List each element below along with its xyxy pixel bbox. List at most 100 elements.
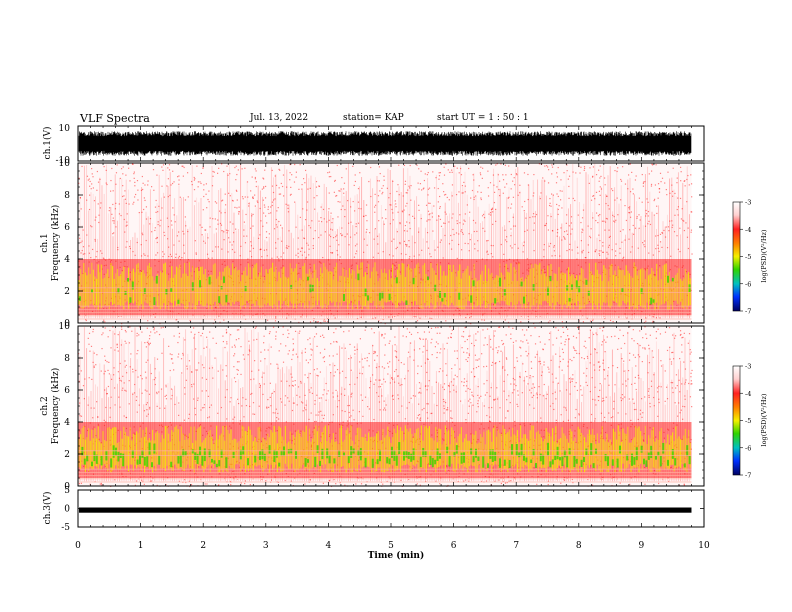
- spectrogram-speckle: [149, 408, 151, 410]
- spectrogram-speckle: [213, 171, 215, 173]
- spectrogram-speckle: [486, 251, 488, 253]
- spectrogram-speckle: [217, 412, 219, 414]
- spectrogram-speckle: [625, 219, 628, 222]
- spectrogram-speckle: [194, 178, 196, 180]
- spectrogram-speckle: [222, 369, 224, 371]
- spectrogram-speckle: [158, 333, 161, 336]
- spectrogram-speckle: [235, 228, 237, 230]
- spectrogram-speckle: [238, 206, 240, 208]
- spectrogram-speckle: [180, 358, 183, 360]
- spectrogram-speckle: [510, 333, 512, 335]
- spectrogram-speckle: [639, 409, 642, 411]
- spectrogram-speckle: [80, 208, 82, 210]
- spectrogram-speckle: [295, 171, 298, 173]
- spectrogram-speckle: [533, 229, 535, 231]
- spectrogram-speckle: [350, 206, 352, 208]
- spectrogram-speckle: [391, 377, 393, 379]
- spectrogram-speckle: [389, 361, 391, 363]
- spectrogram-speckle: [406, 407, 408, 409]
- spectrogram-speckle: [431, 212, 433, 214]
- spectrogram-speckle: [599, 389, 601, 391]
- spectrogram-speckle: [526, 339, 528, 341]
- spectrogram-speckle: [493, 191, 496, 193]
- spectrogram-speckle: [548, 371, 550, 373]
- spectrogram-speckle: [556, 232, 559, 234]
- spectrogram-speckle: [601, 220, 604, 222]
- spectrogram-speckle: [265, 480, 267, 482]
- spectrogram-speckle: [685, 222, 687, 224]
- spectrogram-speckle: [495, 220, 497, 222]
- spectrogram-speckle: [422, 338, 424, 340]
- spectrogram-speckle: [621, 357, 623, 360]
- spectrogram-speckle: [599, 327, 601, 329]
- spectrogram-speckle: [388, 316, 390, 318]
- spectrogram-speckle: [263, 342, 265, 344]
- spectrogram-speckle: [382, 318, 384, 321]
- spectrogram-speckle: [408, 185, 410, 187]
- spectrogram-speckle: [278, 418, 280, 420]
- spectrogram-speckle: [243, 416, 245, 418]
- spectrogram-speckle: [448, 243, 451, 245]
- spectrogram-speckle: [464, 213, 466, 215]
- spectrogram-speckle: [144, 199, 146, 202]
- spectrogram-speckle: [162, 326, 164, 329]
- spectrogram-speckle: [644, 225, 647, 227]
- spectrogram-speckle: [680, 218, 683, 220]
- spectrogram-speckle: [629, 212, 631, 214]
- spectrogram-speckle: [606, 336, 608, 338]
- spectrogram-speckle: [551, 166, 554, 168]
- spectrogram-speckle: [603, 220, 605, 222]
- spectrogram-speckle: [306, 209, 308, 211]
- spectrogram-green-patch: [290, 284, 293, 289]
- spectrogram-speckle: [639, 330, 641, 332]
- spectrogram-speckle: [132, 203, 134, 205]
- spectrogram-speckle: [211, 185, 214, 187]
- spectrogram-speckle: [534, 327, 536, 329]
- spectrogram-speckle: [250, 256, 253, 258]
- spectrogram-speckle: [496, 398, 499, 400]
- spectrogram-speckle: [154, 368, 156, 370]
- spectrogram-speckle: [126, 213, 128, 215]
- spectrogram-speckle: [126, 241, 128, 243]
- spectrogram-speckle: [99, 207, 102, 209]
- spectrogram-speckle: [661, 231, 663, 234]
- spectrogram-speckle: [475, 333, 477, 335]
- spectrogram-speckle: [363, 238, 365, 240]
- spectrogram-green-patch: [532, 284, 535, 291]
- spectrogram-speckle: [489, 211, 492, 214]
- spectrogram-speckle: [318, 220, 320, 222]
- spectrogram-speckle: [386, 480, 388, 483]
- spectrogram-speckle: [87, 404, 89, 406]
- spectrogram-speckle: [517, 390, 519, 392]
- spectrogram-speckle: [444, 234, 446, 237]
- spectrogram-speckle: [543, 361, 545, 363]
- spectrogram-speckle: [426, 403, 428, 405]
- spectrogram-speckle: [651, 164, 654, 166]
- spectrogram-speckle: [543, 364, 545, 366]
- spectrogram-speckle: [354, 353, 356, 355]
- spectrogram-speckle: [568, 225, 570, 227]
- spectrogram-speckle: [542, 177, 544, 179]
- spectrogram-speckle: [183, 166, 185, 169]
- spectrogram-speckle: [116, 344, 118, 346]
- spectrogram-speckle: [368, 352, 370, 355]
- spectrogram-speckle: [373, 383, 375, 386]
- spectrogram-speckle: [466, 348, 469, 350]
- spectrogram-speckle: [462, 223, 464, 225]
- spectrogram-speckle: [88, 332, 91, 334]
- spectrogram-speckle: [368, 232, 371, 234]
- spectrogram-speckle: [574, 385, 576, 388]
- spectrogram-speckle: [170, 184, 172, 186]
- spectrogram-speckle: [226, 165, 228, 167]
- spec-ytick-label: 4: [64, 255, 70, 265]
- spectrogram-speckle: [649, 223, 652, 226]
- spectrogram-speckle: [622, 383, 624, 385]
- spectrogram-speckle: [672, 334, 674, 336]
- spectrogram-speckle: [475, 367, 478, 369]
- spectrogram-speckle: [504, 239, 507, 241]
- spectrogram-speckle: [512, 377, 514, 380]
- spectrogram-speckle: [78, 353, 80, 355]
- spectrogram-green-patch: [367, 295, 369, 301]
- spectrogram-speckle: [79, 196, 82, 199]
- spectrogram-speckle: [264, 169, 266, 171]
